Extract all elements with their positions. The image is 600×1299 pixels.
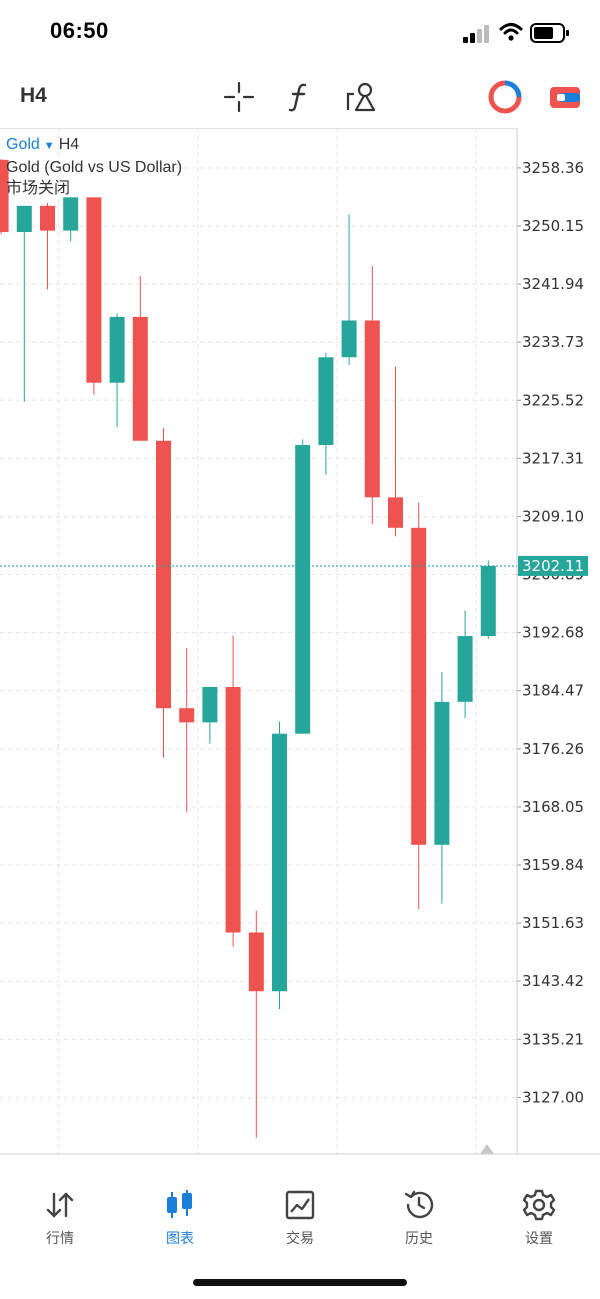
candlestick-chart[interactable]: 3258.36 3250.15 3241.94 3233.73 3225.52 3217.…	[0, 128, 600, 1156]
y-tick-label: 3225.52	[522, 391, 584, 409]
candle-bear[interactable]	[225, 686, 241, 933]
candle-bull[interactable]	[480, 565, 496, 637]
nav-quotes[interactable]: 行情	[10, 1188, 110, 1248]
bottom-nav: 行情 图表 交易 历史 设置	[0, 1180, 600, 1260]
y-tick-label: 3168.05	[522, 798, 584, 816]
candle-bull[interactable]	[16, 205, 32, 233]
candle-bear[interactable]	[411, 527, 427, 845]
candle-bull[interactable]	[434, 701, 450, 845]
function-icon[interactable]	[283, 80, 317, 114]
y-tick-label: 3250.15	[522, 217, 584, 235]
y-tick-label: 3184.47	[522, 682, 584, 700]
y-tick-label: 3209.10	[522, 507, 584, 525]
market-status: 市场关闭	[6, 180, 71, 197]
y-tick-label: 3143.42	[522, 972, 584, 990]
candle-bear[interactable]	[388, 497, 403, 528]
symbol-timeframe: H4	[58, 136, 80, 153]
battery-icon	[530, 23, 569, 43]
symbol-dropdown-icon[interactable]: ▼	[43, 140, 55, 152]
scroll-to-end-icon[interactable]	[480, 1144, 494, 1154]
nav-trade[interactable]: 交易	[250, 1188, 350, 1248]
y-tick-label: 3217.31	[522, 449, 584, 467]
candle-bear[interactable]	[40, 205, 55, 231]
nav-settings[interactable]: 设置	[489, 1188, 589, 1248]
chart-toolbar: H4	[0, 66, 600, 128]
candle-bear[interactable]	[0, 159, 9, 233]
one-click-trading-icon[interactable]	[548, 80, 582, 114]
symbol-name[interactable]: Gold	[6, 136, 40, 153]
y-tick-label: 3127.00	[522, 1088, 584, 1106]
y-tick-label: 3151.63	[522, 914, 584, 932]
candle-bear[interactable]	[364, 320, 380, 498]
y-tick-label: 3176.26	[522, 740, 584, 758]
history-clock-icon	[404, 1190, 434, 1219]
nav-history[interactable]: 历史	[369, 1188, 469, 1248]
candle-bull[interactable]	[457, 636, 473, 702]
nav-history-label: 历史	[405, 1231, 433, 1247]
price-chart[interactable]: 3258.36 3250.15 3241.94 3233.73 3225.52 3217.…	[0, 128, 600, 1156]
trade-toggle-icon[interactable]	[488, 80, 522, 114]
nav-chart[interactable]: 图表	[130, 1188, 230, 1248]
home-indicator	[193, 1279, 407, 1286]
nav-chart-label: 图表	[166, 1231, 194, 1247]
candle-bull[interactable]	[202, 686, 218, 723]
candle-bear[interactable]	[248, 932, 264, 992]
settings-gear-icon	[522, 1189, 556, 1221]
symbol-description: Gold (Gold vs US Dollar)	[6, 159, 183, 176]
candle-bull[interactable]	[63, 197, 79, 231]
candle-bull[interactable]	[272, 733, 287, 992]
nav-trade-label: 交易	[286, 1231, 314, 1247]
candle-bear[interactable]	[132, 316, 148, 441]
y-tick-label: 3233.73	[522, 333, 584, 351]
nav-settings-label: 设置	[525, 1231, 553, 1247]
candle-bull[interactable]	[295, 444, 311, 734]
candle-bear[interactable]	[156, 440, 171, 709]
chart-info-overlay: Gold ▼ H4 Gold (Gold vs US Dollar) 市场关闭	[6, 134, 182, 199]
nav-quotes-label: 行情	[46, 1231, 74, 1247]
signal-icon	[463, 25, 489, 43]
candle-bull[interactable]	[318, 357, 334, 445]
quotes-arrows-icon	[46, 1192, 74, 1218]
candle-bear[interactable]	[86, 197, 102, 383]
y-tick-label: 3159.84	[522, 856, 584, 874]
y-tick-label: 3258.36	[522, 159, 584, 177]
chart-candles-icon	[167, 1190, 192, 1218]
candle-bull[interactable]	[109, 316, 125, 383]
symbol-line[interactable]: Gold ▼ H4	[6, 134, 182, 157]
status-time: 06:50	[50, 18, 109, 43]
current-price-tag	[518, 555, 588, 576]
crosshair-icon[interactable]	[222, 80, 256, 114]
y-tick-label: 3135.21	[522, 1030, 584, 1048]
current-price-label: 3202.11	[522, 557, 584, 575]
status-bar: 06:50	[0, 0, 600, 66]
y-tick-label: 3241.94	[522, 275, 584, 293]
wifi-icon	[499, 23, 523, 41]
trade-chart-icon	[285, 1190, 315, 1220]
candle-bull[interactable]	[341, 320, 357, 358]
timeframe-button[interactable]: H4	[20, 84, 47, 107]
y-tick-label: 3192.68	[522, 624, 584, 642]
objects-icon[interactable]	[344, 80, 378, 114]
candle-bear[interactable]	[179, 708, 195, 723]
